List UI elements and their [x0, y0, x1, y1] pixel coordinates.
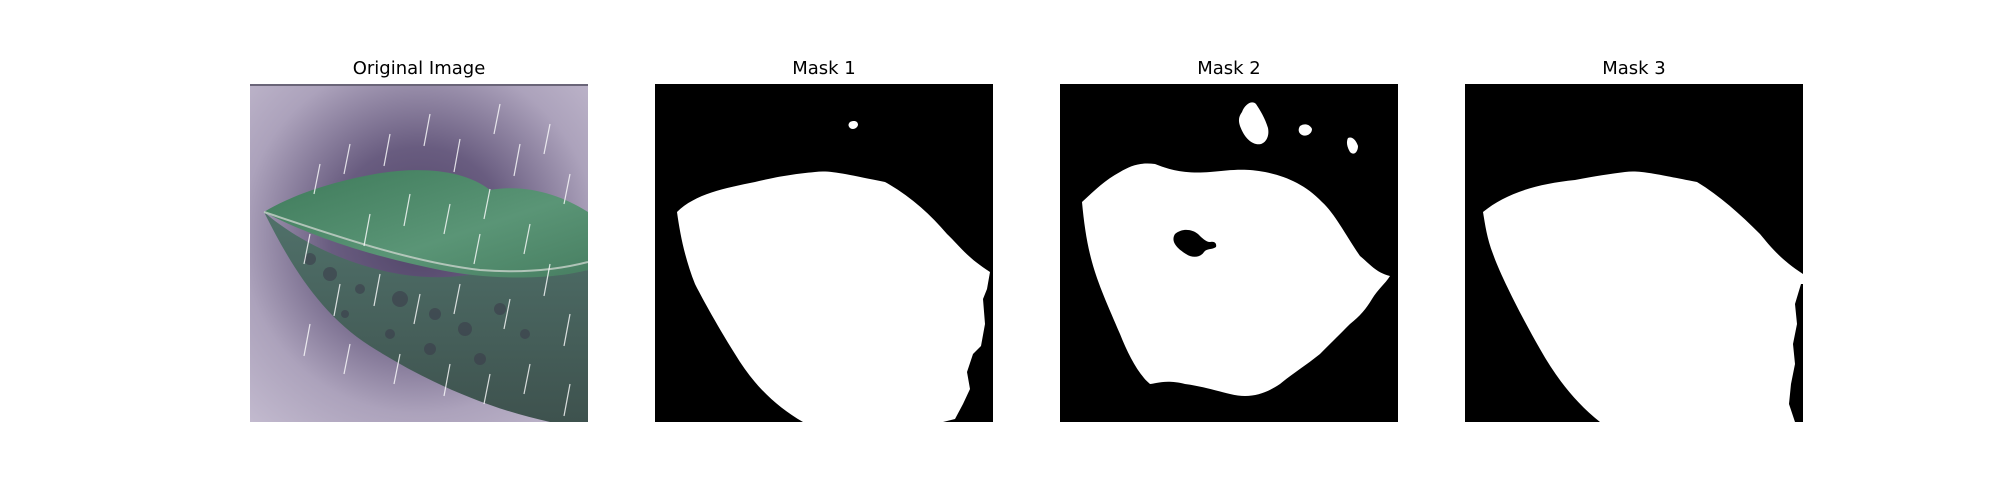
panel-mask-3: Mask 3 [1465, 0, 1803, 500]
panel-original-image: Original Image [250, 0, 588, 500]
panel-mask-2: Mask 2 [1060, 0, 1398, 500]
mask-2-image [1060, 84, 1398, 422]
panel-title-mask-3: Mask 3 [1602, 58, 1666, 79]
panel-title-mask-1: Mask 1 [792, 58, 856, 79]
panel-mask-1: Mask 1 [655, 0, 993, 500]
panel-title-mask-2: Mask 2 [1197, 58, 1261, 79]
panel-title-original: Original Image [352, 58, 486, 79]
mask-1-image [655, 84, 993, 422]
mask-3-image [1465, 84, 1803, 422]
original-leaf-photo [250, 84, 588, 422]
